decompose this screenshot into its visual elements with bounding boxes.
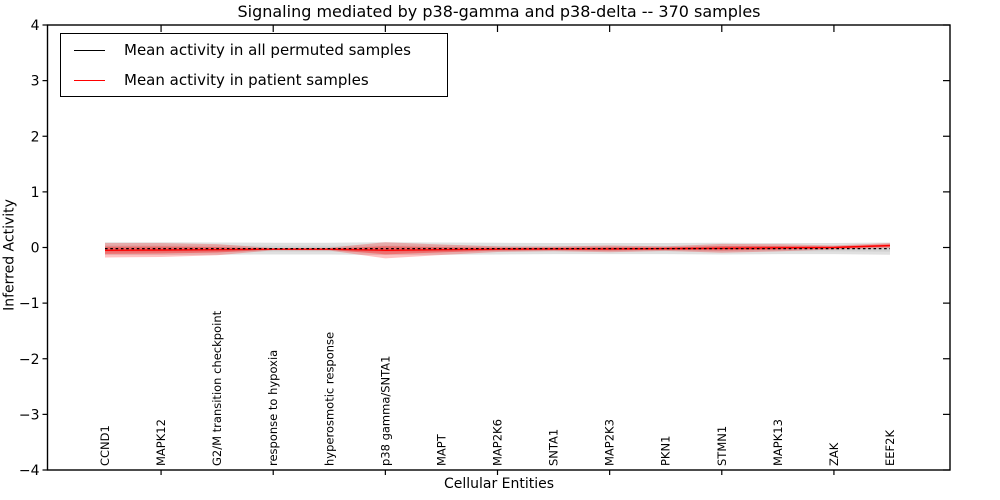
y-tick-label: 4 (31, 18, 40, 34)
y-tick-label: 3 (31, 74, 40, 90)
x-tick-label: SNTA1 (547, 429, 561, 466)
y-tick-label: −3 (19, 407, 40, 423)
y-tick-label: −4 (19, 463, 40, 479)
x-tick-label: response to hypoxia (266, 350, 280, 466)
legend-item: Mean activity in patient samples (61, 67, 447, 93)
legend-item: Mean activity in all permuted samples (61, 37, 447, 63)
legend-line-sample (74, 79, 105, 81)
x-tick-label: MAP2K3 (603, 419, 617, 466)
x-tick-label: MAPK13 (771, 419, 785, 466)
x-tick-label: hyperosmotic response (322, 332, 336, 466)
legend-item-label: Mean activity in patient samples (124, 71, 369, 89)
x-tick-label: STMN1 (715, 426, 729, 466)
x-tick-label: p38 gamma/SNTA1 (378, 356, 392, 466)
x-tick-label: G2/M transition checkpoint (210, 310, 224, 466)
y-tick-label: 1 (31, 185, 40, 201)
legend-item-label: Mean activity in all permuted samples (124, 41, 411, 59)
y-tick-label: 2 (31, 129, 40, 145)
band-patient (105, 242, 890, 259)
x-tick-label: CCND1 (98, 425, 112, 466)
chart-title: Signaling mediated by p38-gamma and p38-… (237, 2, 761, 21)
y-axis-label: Inferred Activity (1, 199, 18, 311)
x-tick-label: MAP2K6 (491, 419, 505, 466)
y-tick-label: −1 (19, 296, 40, 312)
x-axis-label: Cellular Entities (443, 476, 555, 492)
x-tick-label: EEF2K (883, 430, 897, 466)
legend: Mean activity in all permuted samples Me… (60, 33, 448, 97)
y-tick-label: −2 (19, 352, 40, 368)
x-tick-label: PKN1 (659, 436, 673, 466)
x-tick-label: MAPK12 (154, 419, 168, 466)
x-tick-label: MAPT (434, 433, 448, 466)
x-tick-label: ZAK (827, 442, 841, 466)
y-tick-label: 0 (31, 241, 40, 257)
legend-line-sample (74, 49, 105, 51)
